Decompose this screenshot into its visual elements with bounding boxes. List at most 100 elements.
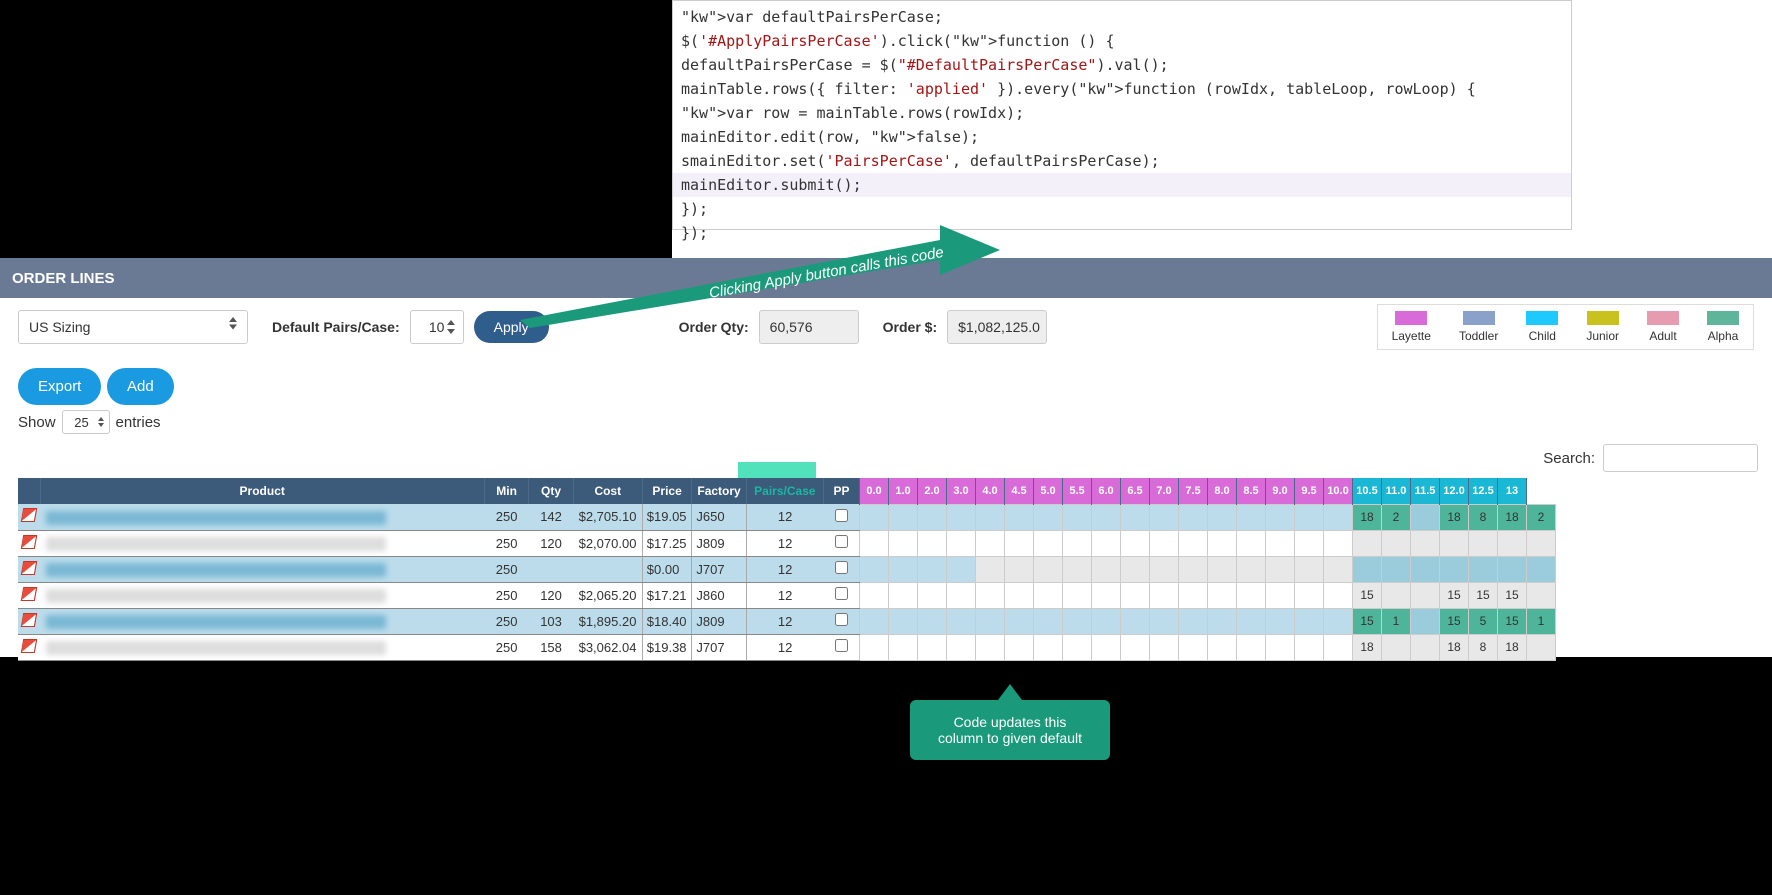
size-cell[interactable] [976, 608, 1005, 634]
pp-checkbox[interactable] [835, 535, 848, 548]
size-cell[interactable]: 18 [1440, 504, 1469, 530]
size-cell[interactable] [1382, 582, 1411, 608]
size-cell[interactable] [1353, 530, 1382, 556]
col-header[interactable]: Cost [573, 478, 642, 504]
size-cell[interactable] [1179, 504, 1208, 530]
size-cell[interactable] [1295, 582, 1324, 608]
size-cell[interactable] [1063, 556, 1092, 582]
add-button[interactable]: Add [107, 368, 174, 405]
sizing-select[interactable]: US Sizing [18, 310, 248, 344]
size-cell[interactable] [1034, 530, 1063, 556]
size-cell[interactable] [918, 530, 947, 556]
size-cell[interactable] [976, 556, 1005, 582]
size-cell[interactable] [1237, 530, 1266, 556]
size-cell[interactable] [1063, 634, 1092, 660]
size-cell[interactable] [1237, 608, 1266, 634]
size-cell[interactable] [889, 556, 918, 582]
size-cell[interactable]: 18 [1498, 504, 1527, 530]
size-cell[interactable] [1266, 556, 1295, 582]
size-cell[interactable] [1382, 556, 1411, 582]
size-cell[interactable] [1527, 556, 1556, 582]
size-cell[interactable] [1121, 530, 1150, 556]
table-row[interactable]: 250103$1,895.20$18.40J80912151155151 [18, 608, 1556, 634]
export-button[interactable]: Export [18, 368, 101, 405]
size-cell[interactable] [1005, 504, 1034, 530]
size-cell[interactable]: 18 [1498, 634, 1527, 660]
size-cell[interactable] [1063, 504, 1092, 530]
size-cell[interactable] [947, 608, 976, 634]
size-cell[interactable] [1005, 608, 1034, 634]
size-cell[interactable] [1411, 634, 1440, 660]
size-cell[interactable] [1034, 634, 1063, 660]
size-cell[interactable] [918, 608, 947, 634]
size-cell[interactable] [1469, 530, 1498, 556]
size-cell[interactable] [1527, 530, 1556, 556]
table-row[interactable]: 250120$2,065.20$17.21J8601215151515 [18, 582, 1556, 608]
size-cell[interactable] [1382, 634, 1411, 660]
size-cell[interactable]: 8 [1469, 504, 1498, 530]
size-cell[interactable] [1121, 634, 1150, 660]
size-cell[interactable] [1411, 504, 1440, 530]
size-cell[interactable] [1382, 530, 1411, 556]
size-cell[interactable] [1005, 530, 1034, 556]
size-cell[interactable] [1324, 608, 1353, 634]
size-cell[interactable]: 15 [1498, 582, 1527, 608]
size-cell[interactable] [976, 504, 1005, 530]
size-cell[interactable] [1150, 634, 1179, 660]
size-cell[interactable] [947, 556, 976, 582]
size-cell[interactable] [1063, 608, 1092, 634]
size-cell[interactable] [1150, 608, 1179, 634]
size-cell[interactable]: 18 [1353, 504, 1382, 530]
size-cell[interactable] [1324, 582, 1353, 608]
size-cell[interactable] [976, 634, 1005, 660]
size-cell[interactable] [1034, 608, 1063, 634]
size-cell[interactable] [1092, 504, 1121, 530]
size-cell[interactable] [860, 530, 889, 556]
size-cell[interactable] [860, 582, 889, 608]
size-cell[interactable] [1121, 504, 1150, 530]
size-cell[interactable] [1034, 556, 1063, 582]
size-cell[interactable] [1150, 582, 1179, 608]
col-header[interactable]: Factory [692, 478, 746, 504]
size-cell[interactable] [1266, 634, 1295, 660]
size-cell[interactable] [1208, 634, 1237, 660]
size-cell[interactable] [1469, 556, 1498, 582]
search-input[interactable] [1603, 444, 1758, 472]
pp-checkbox[interactable] [835, 587, 848, 600]
size-cell[interactable] [1208, 504, 1237, 530]
table-row[interactable]: 250158$3,062.04$19.38J707121818818 [18, 634, 1556, 660]
table-row[interactable]: 250120$2,070.00$17.25J80912 [18, 530, 1556, 556]
size-cell[interactable] [860, 556, 889, 582]
delete-icon[interactable] [21, 639, 37, 653]
size-cell[interactable] [976, 582, 1005, 608]
size-cell[interactable] [1121, 608, 1150, 634]
size-cell[interactable] [1498, 530, 1527, 556]
size-cell[interactable] [1208, 608, 1237, 634]
size-cell[interactable] [947, 582, 976, 608]
size-cell[interactable] [860, 634, 889, 660]
size-cell[interactable] [1092, 634, 1121, 660]
size-cell[interactable] [1063, 582, 1092, 608]
size-cell[interactable] [1411, 608, 1440, 634]
col-header[interactable]: Pairs/Case [746, 478, 823, 504]
pp-checkbox[interactable] [835, 639, 848, 652]
size-cell[interactable] [976, 530, 1005, 556]
size-cell[interactable]: 2 [1382, 504, 1411, 530]
size-cell[interactable] [1237, 582, 1266, 608]
size-cell[interactable] [1266, 608, 1295, 634]
size-cell[interactable] [1411, 556, 1440, 582]
size-cell[interactable] [1005, 556, 1034, 582]
size-cell[interactable]: 15 [1440, 582, 1469, 608]
delete-icon[interactable] [21, 587, 37, 601]
size-cell[interactable] [889, 530, 918, 556]
size-cell[interactable] [1179, 530, 1208, 556]
size-cell[interactable] [1527, 634, 1556, 660]
size-cell[interactable] [1179, 608, 1208, 634]
size-cell[interactable] [1208, 582, 1237, 608]
size-cell[interactable] [1295, 556, 1324, 582]
col-header[interactable]: Qty [529, 478, 573, 504]
size-cell[interactable] [947, 530, 976, 556]
size-cell[interactable]: 2 [1527, 504, 1556, 530]
size-cell[interactable]: 5 [1469, 608, 1498, 634]
size-cell[interactable]: 15 [1440, 608, 1469, 634]
